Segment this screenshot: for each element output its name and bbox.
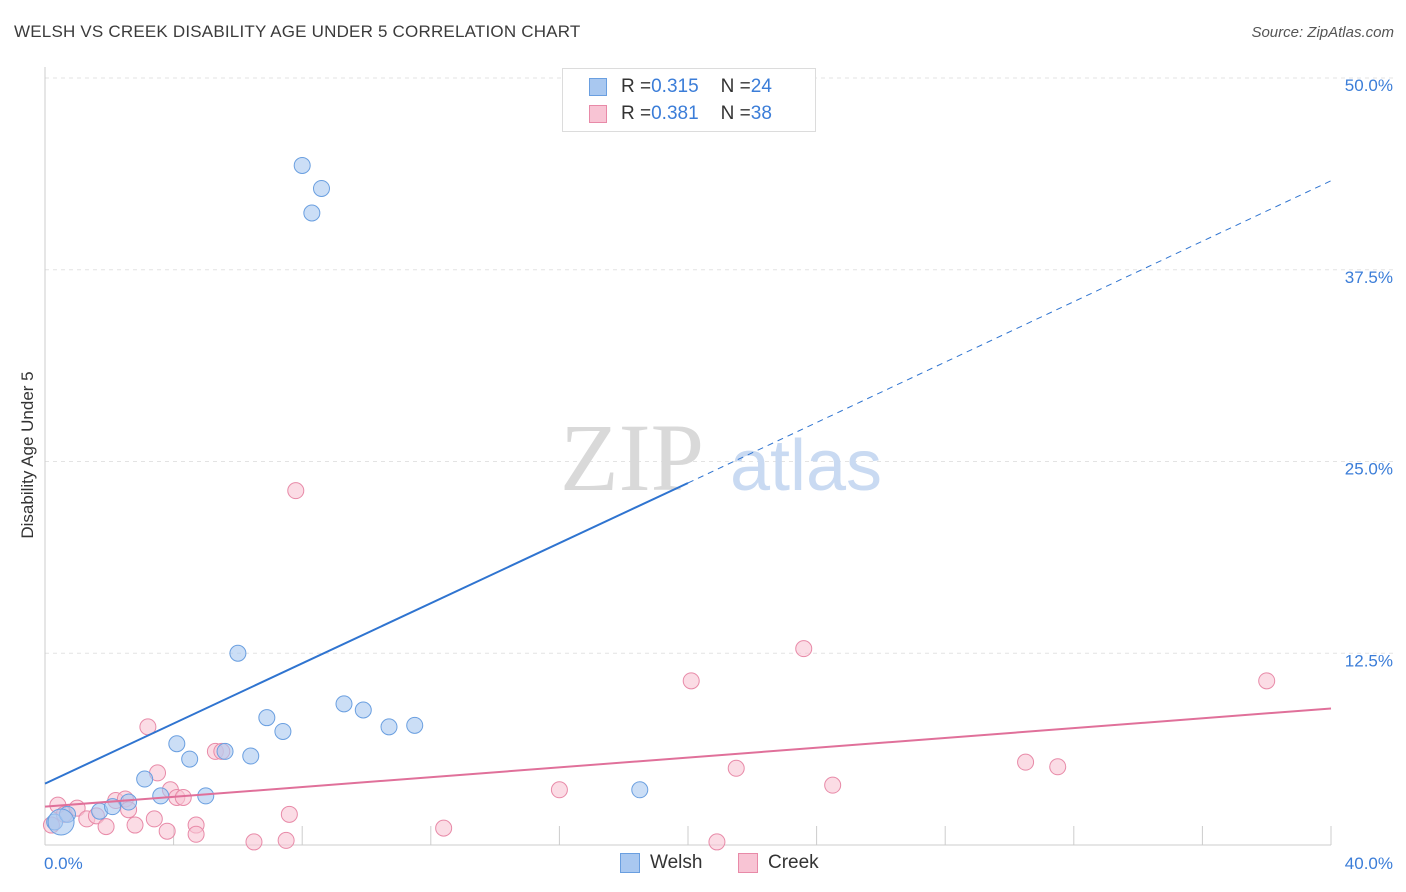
legend-r-value: 0.381 xyxy=(651,103,699,124)
welsh-point xyxy=(354,701,372,719)
y-tick-label: 12.5% xyxy=(1345,651,1393,670)
gridlines xyxy=(45,77,1395,654)
legend-n-label: N = xyxy=(720,103,751,124)
creek-point xyxy=(1049,758,1067,776)
creek-point xyxy=(727,759,745,777)
watermark: ZIP atlas xyxy=(560,404,882,511)
y-tick-label: 37.5% xyxy=(1345,268,1393,287)
creek-point xyxy=(187,825,205,843)
welsh-point xyxy=(258,709,276,727)
y-tick-label: 25.0% xyxy=(1345,460,1393,479)
legend-n-value: 24 xyxy=(750,76,772,97)
welsh-point xyxy=(120,793,138,811)
tick-labels: 12.5% 25.0% 37.5% 50.0% 0.0% 40.0% xyxy=(44,76,1393,873)
watermark-atlas: atlas xyxy=(730,426,882,506)
welsh-point xyxy=(229,644,247,662)
welsh-point xyxy=(47,808,75,836)
welsh-point xyxy=(303,204,321,222)
creek-point xyxy=(277,831,295,849)
legend-n-value: 38 xyxy=(750,103,772,124)
legend-r-label: R = xyxy=(621,103,652,124)
welsh-point xyxy=(335,695,353,713)
chart-title: WELSH VS CREEK DISABILITY AGE UNDER 5 CO… xyxy=(14,22,581,41)
source-label: Source: ZipAtlas.com xyxy=(1251,24,1394,41)
welsh-point xyxy=(312,179,330,197)
creek-point xyxy=(245,833,263,851)
welsh-point xyxy=(631,781,649,799)
welsh-point xyxy=(293,156,311,174)
legend-r-value: 0.315 xyxy=(651,76,699,97)
creek-point xyxy=(97,818,115,836)
creek-point xyxy=(287,482,305,500)
welsh-point xyxy=(380,718,398,736)
watermark-zip: ZIP xyxy=(560,404,704,511)
welsh-trend-extension xyxy=(687,180,1332,484)
welsh-point xyxy=(274,722,292,740)
creek-point xyxy=(1017,753,1035,771)
creek-point xyxy=(795,640,813,658)
y-tick-label: 50.0% xyxy=(1345,76,1393,95)
legend-swatch-creek xyxy=(589,105,607,123)
bottom-legend-label-welsh: Welsh xyxy=(650,852,703,873)
welsh-point xyxy=(242,747,260,765)
creek-point xyxy=(708,833,726,851)
bottom-legend-swatch-welsh xyxy=(620,853,640,873)
bottom-legend-creek: Creek xyxy=(738,852,819,874)
trend-lines xyxy=(44,180,1332,808)
creek-point xyxy=(280,805,298,823)
bottom-legend-welsh: Welsh xyxy=(620,852,702,874)
bottom-legend-swatch-creek xyxy=(738,853,758,873)
creek-point xyxy=(145,810,163,828)
creek-point xyxy=(682,672,700,690)
welsh-point xyxy=(168,735,186,753)
welsh-trend-line xyxy=(44,482,689,785)
x-tick-label: 40.0% xyxy=(1345,854,1393,873)
creek-point xyxy=(158,822,176,840)
welsh-point xyxy=(197,787,215,805)
creek-point xyxy=(1258,672,1276,690)
creek-point xyxy=(824,776,842,794)
welsh-point xyxy=(216,742,234,760)
stats-legend: R = 0.315 N = 24 R = 0.381 N = 38 xyxy=(562,68,816,132)
creek-point xyxy=(126,816,144,834)
y-axis-label: Disability Age Under 5 xyxy=(18,371,37,539)
welsh-point xyxy=(136,770,154,788)
creek-point xyxy=(550,781,568,799)
welsh-point xyxy=(406,716,424,734)
x-tick-label: 0.0% xyxy=(44,854,83,873)
welsh-point xyxy=(181,750,199,768)
bottom-legend-label-creek: Creek xyxy=(768,852,819,873)
creek-trend-line xyxy=(44,707,1332,808)
legend-row-creek: R = 0.381 N = 38 xyxy=(589,103,772,125)
legend-r-label: R = xyxy=(621,76,652,97)
legend-n-label: N = xyxy=(720,76,751,97)
legend-swatch-welsh xyxy=(589,78,607,96)
legend-row-welsh: R = 0.315 N = 24 xyxy=(589,76,772,98)
welsh-point xyxy=(152,787,170,805)
creek-point xyxy=(435,819,453,837)
